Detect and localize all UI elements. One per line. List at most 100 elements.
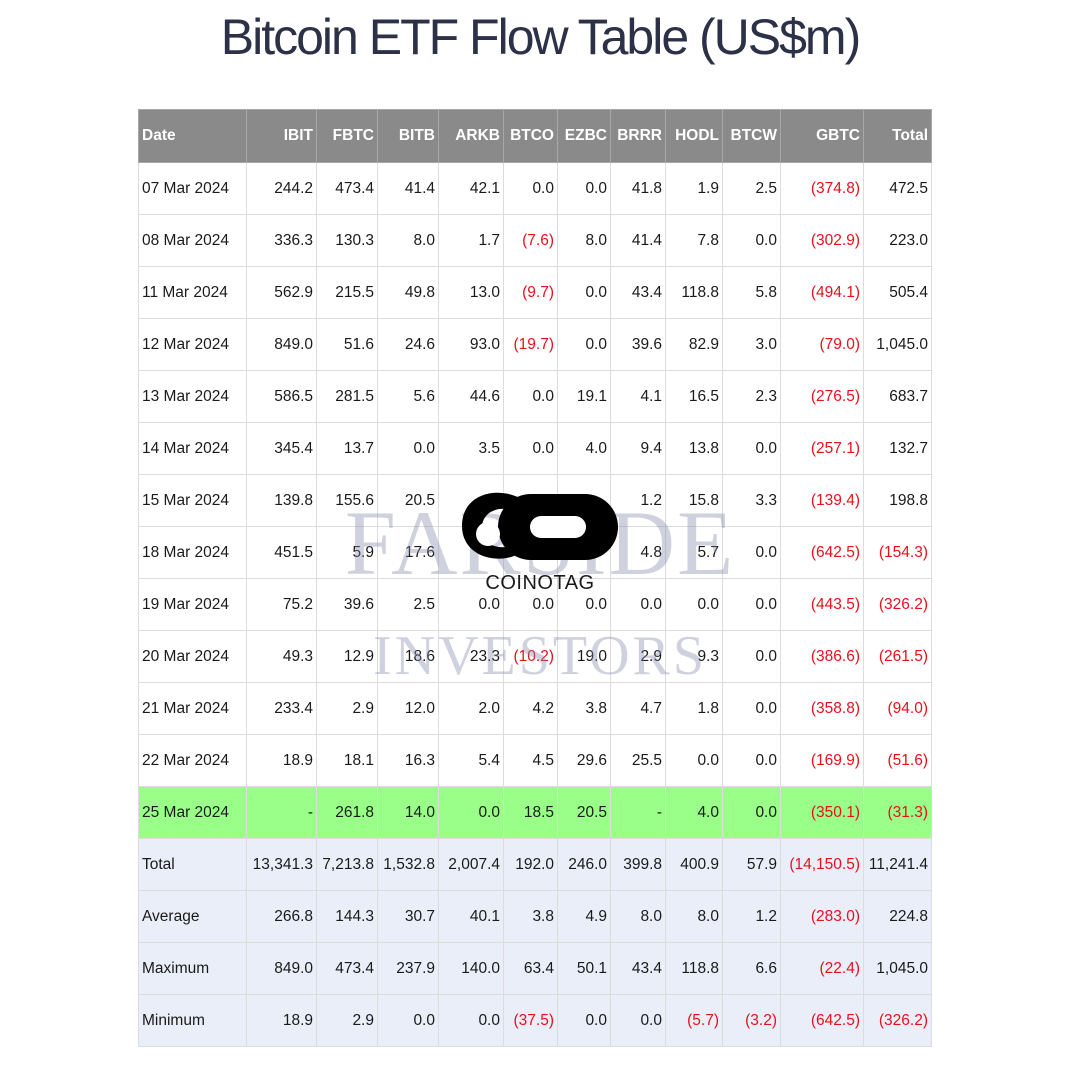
cell-gbtc: (169.9) — [780, 734, 864, 787]
cell-brrr: 41.8 — [610, 162, 666, 215]
cell-fbtc: 18.1 — [316, 734, 378, 787]
cell-gbtc: (14,150.5) — [780, 838, 864, 891]
cell-btco: 4.5 — [503, 734, 558, 787]
cell-btco: 0.0 — [503, 162, 558, 215]
cell-ibit: 75.2 — [246, 578, 317, 631]
cell-brrr: 43.4 — [610, 266, 666, 319]
column-header-ezbc: EZBC — [557, 109, 611, 163]
cell-hodl: 0.0 — [665, 578, 723, 631]
table-row: 07 Mar 2024 244.2 473.4 41.4 42.1 0.0 0.0 41.8 1… — [138, 162, 932, 215]
cell-btco: 0.0 — [503, 370, 558, 423]
row-label: 11 Mar 2024 — [138, 266, 247, 319]
cell-ezbc: 3.8 — [557, 682, 611, 735]
column-header-total: Total — [863, 109, 932, 163]
cell-btcw: 2.5 — [722, 162, 781, 215]
table-row: 21 Mar 2024 233.4 2.9 12.0 2.0 4.2 3.8 4.7 1.8 0.… — [138, 682, 932, 735]
table-row: 08 Mar 2024 336.3 130.3 8.0 1.7 (7.6) 8.0 41.4 7… — [138, 214, 932, 267]
cell-btcw: 0.0 — [722, 422, 781, 475]
cell-brrr: 4.7 — [610, 682, 666, 735]
summary-row: Maximum 849.0 473.4 237.9 140.0 63.4 50.1 43.4 1… — [138, 942, 932, 995]
cell-total: (326.2) — [863, 578, 932, 631]
cell-btcw: (3.2) — [722, 994, 781, 1047]
cell-arkb: 2,007.4 — [438, 838, 504, 891]
cell-brrr: 9.4 — [610, 422, 666, 475]
row-label: Total — [138, 838, 247, 891]
cell-ibit: 49.3 — [246, 630, 317, 683]
table-header: Date IBIT FBTC BITB ARKB BTCO EZBC BRRR HODL BTCW… — [138, 109, 932, 163]
cell-fbtc: 7,213.8 — [316, 838, 378, 891]
cell-ibit: 562.9 — [246, 266, 317, 319]
cell-btco: 18.5 — [503, 786, 558, 839]
cell-ibit: 849.0 — [246, 318, 317, 371]
cell-ibit: 244.2 — [246, 162, 317, 215]
cell-hodl: 82.9 — [665, 318, 723, 371]
column-header-brrr: BRRR — [610, 109, 666, 163]
cell-fbtc: 2.9 — [316, 994, 378, 1047]
cell-brrr: 39.6 — [610, 318, 666, 371]
cell-gbtc: (22.4) — [780, 942, 864, 995]
cell-ezbc — [557, 474, 611, 527]
cell-fbtc: 2.9 — [316, 682, 378, 735]
cell-total: 223.0 — [863, 214, 932, 267]
cell-arkb: 23.3 — [438, 630, 504, 683]
summary-row: Minimum 18.9 2.9 0.0 0.0 (37.5) 0.0 0.0 (5.7) (3.… — [138, 994, 932, 1047]
cell-btco — [503, 474, 558, 527]
row-label: 19 Mar 2024 — [138, 578, 247, 631]
cell-bitb: 18.6 — [377, 630, 439, 683]
cell-btcw: 0.0 — [722, 214, 781, 267]
row-label: 08 Mar 2024 — [138, 214, 247, 267]
cell-brrr: 8.0 — [610, 890, 666, 943]
table-body: 07 Mar 2024 244.2 473.4 41.4 42.1 0.0 0.0 41.8 1… — [138, 162, 932, 1047]
table-row: 22 Mar 2024 18.9 18.1 16.3 5.4 4.5 29.6 25.5 0.0… — [138, 734, 932, 787]
cell-hodl: 1.9 — [665, 162, 723, 215]
cell-hodl: 1.8 — [665, 682, 723, 735]
cell-ezbc: 0.0 — [557, 318, 611, 371]
cell-hodl: 4.0 — [665, 786, 723, 839]
cell-hodl: 16.5 — [665, 370, 723, 423]
cell-gbtc: (386.6) — [780, 630, 864, 683]
cell-hodl: 7.8 — [665, 214, 723, 267]
cell-bitb: 0.0 — [377, 994, 439, 1047]
row-label: 12 Mar 2024 — [138, 318, 247, 371]
cell-total: 11,241.4 — [863, 838, 932, 891]
cell-fbtc: 51.6 — [316, 318, 378, 371]
cell-bitb: 41.4 — [377, 162, 439, 215]
cell-btco: (7.6) — [503, 214, 558, 267]
cell-ezbc: 246.0 — [557, 838, 611, 891]
cell-total: (154.3) — [863, 526, 932, 579]
cell-btcw: 0.0 — [722, 682, 781, 735]
column-header-ibit: IBIT — [246, 109, 317, 163]
cell-btcw: 5.8 — [722, 266, 781, 319]
cell-ibit: 849.0 — [246, 942, 317, 995]
cell-btcw: 0.0 — [722, 734, 781, 787]
cell-hodl: 400.9 — [665, 838, 723, 891]
cell-bitb: 49.8 — [377, 266, 439, 319]
cell-ezbc: 50.1 — [557, 942, 611, 995]
row-label: 14 Mar 2024 — [138, 422, 247, 475]
cell-btco: 0.0 — [503, 578, 558, 631]
cell-hodl: 13.8 — [665, 422, 723, 475]
cell-ezbc: 29.6 — [557, 734, 611, 787]
cell-btcw: 0.0 — [722, 630, 781, 683]
cell-ibit: 233.4 — [246, 682, 317, 735]
cell-total: 132.7 — [863, 422, 932, 475]
cell-brrr: 1.2 — [610, 474, 666, 527]
cell-ezbc: 19.1 — [557, 370, 611, 423]
cell-btcw: 0.0 — [722, 786, 781, 839]
cell-fbtc: 13.7 — [316, 422, 378, 475]
cell-ezbc: 8.0 — [557, 214, 611, 267]
cell-fbtc: 12.9 — [316, 630, 378, 683]
cell-fbtc: 261.8 — [316, 786, 378, 839]
cell-gbtc: (642.5) — [780, 994, 864, 1047]
column-header-btcw: BTCW — [722, 109, 781, 163]
cell-total: (94.0) — [863, 682, 932, 735]
cell-bitb: 12.0 — [377, 682, 439, 735]
table-row: 25 Mar 2024-261.8 14.0 0.0 18.5 20.5-4.0 0.0(… — [138, 786, 932, 839]
cell-total: 505.4 — [863, 266, 932, 319]
table-row: 12 Mar 2024 849.0 51.6 24.6 93.0 (19.7) 0.0 39.… — [138, 318, 932, 371]
row-label: 18 Mar 2024 — [138, 526, 247, 579]
row-label: 13 Mar 2024 — [138, 370, 247, 423]
cell-brrr: 4.1 — [610, 370, 666, 423]
cell-total: 683.7 — [863, 370, 932, 423]
cell-fbtc: 215.5 — [316, 266, 378, 319]
